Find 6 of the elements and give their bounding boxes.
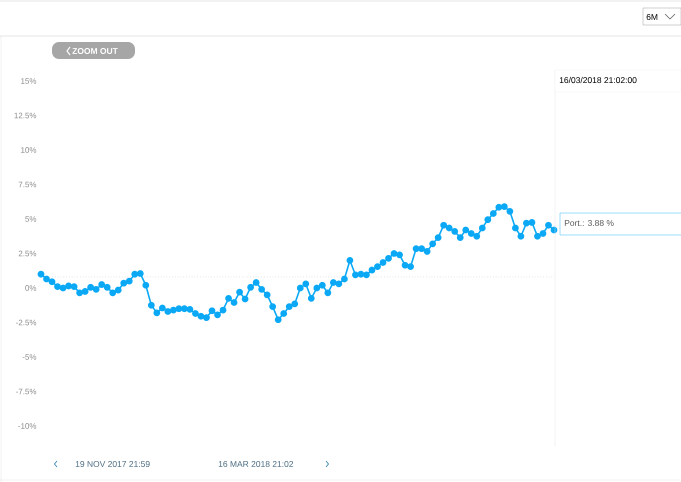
text: ZOOM OUT	[72, 48, 118, 54]
text: 19 NOV 2017 21:59	[76, 461, 150, 467]
text: 6M	[646, 14, 658, 20]
text: 16 MAR 2018 21:02	[218, 461, 294, 467]
text: Port.: 3.88 %	[564, 220, 614, 226]
text: 16/03/2018 21:02:00	[560, 76, 637, 84]
